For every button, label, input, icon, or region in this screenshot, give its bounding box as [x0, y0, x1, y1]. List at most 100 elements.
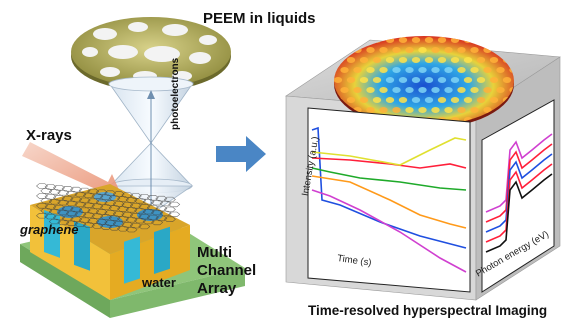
- map-dot: [418, 47, 427, 53]
- graphene-cell: [65, 191, 78, 197]
- spectrum-curve: [485, 143, 553, 223]
- map-dot: [372, 57, 382, 63]
- map-dot: [405, 47, 414, 53]
- graphene-cell: [48, 189, 61, 195]
- map-dot: [431, 47, 440, 53]
- map-dot: [483, 107, 492, 113]
- map-dot: [346, 97, 356, 103]
- map-dot: [476, 97, 486, 103]
- graphene-cell: [82, 212, 95, 218]
- map-dot: [457, 47, 466, 53]
- map-dot: [398, 97, 408, 103]
- map-dot: [463, 77, 473, 83]
- graphene-cell: [57, 209, 70, 216]
- graphene-cell: [65, 210, 78, 217]
- graphene-cell: [142, 199, 155, 205]
- map-dot: [457, 107, 466, 113]
- map-dot: [457, 87, 466, 93]
- graphene-cell: [91, 213, 104, 219]
- map-dot: [463, 37, 473, 43]
- map-dot: [411, 37, 421, 43]
- map-dot: [366, 67, 375, 73]
- map-dot: [385, 77, 395, 83]
- graphene-cell: [142, 218, 155, 225]
- map-dot: [372, 97, 382, 103]
- graphene-cell: [40, 208, 53, 214]
- graphene-cell: [159, 200, 172, 207]
- graphene-cell: [36, 213, 48, 219]
- graphene-cell: [108, 225, 121, 231]
- map-dot: [379, 67, 388, 73]
- kinetics-curve: [311, 189, 467, 273]
- map-dot: [424, 97, 434, 103]
- graphene-cell: [65, 220, 78, 226]
- graphene-cell: [74, 211, 87, 217]
- map-dot: [411, 77, 421, 83]
- map-dot: [437, 97, 447, 103]
- map-dot: [379, 107, 388, 113]
- map-dot: [489, 77, 499, 83]
- map-dot: [405, 87, 414, 93]
- graphene-cell: [91, 193, 104, 199]
- map-dot: [405, 107, 414, 113]
- map-dot: [496, 87, 505, 93]
- map-dot: [437, 37, 447, 43]
- kinetics-curve: [311, 126, 467, 249]
- map-dot: [483, 67, 492, 73]
- multi-channel-array-label: Multi Channel Array: [197, 244, 257, 297]
- map-dot: [334, 37, 343, 43]
- map-dot: [470, 47, 479, 53]
- map-dot: [411, 57, 421, 63]
- spectrum-curve: [485, 173, 553, 253]
- map-dot: [483, 47, 492, 53]
- map-dot: [450, 97, 460, 103]
- map-dot: [340, 47, 349, 53]
- graphene-cell: [48, 199, 61, 205]
- map-dot: [450, 37, 460, 43]
- graphene-cell: [125, 207, 138, 213]
- graphene-cell: [142, 209, 155, 215]
- spectrum-curve: [485, 153, 553, 233]
- arrow-right-icon: [216, 136, 266, 172]
- map-dot: [444, 107, 453, 113]
- map-dot: [359, 77, 369, 83]
- map-dot: [398, 77, 408, 83]
- graphene-cell: [125, 227, 138, 233]
- kinetics-panel: [307, 107, 471, 293]
- map-dot: [340, 67, 349, 73]
- graphene-cell: [125, 217, 138, 223]
- map-dot: [444, 67, 453, 73]
- kinetics-curve: [311, 137, 467, 166]
- spectrum-curve: [485, 133, 553, 213]
- graphene-cell: [91, 223, 104, 229]
- graphene-cell: [74, 191, 87, 198]
- graphene-cell: [163, 216, 176, 222]
- map-dot: [385, 57, 395, 63]
- graphene-cell: [100, 194, 112, 200]
- map-dot: [366, 107, 375, 113]
- map-dot: [463, 97, 473, 103]
- graphene-cell: [74, 201, 87, 208]
- map-dot: [418, 67, 427, 73]
- map-dot: [470, 87, 479, 93]
- map-dot: [502, 37, 512, 43]
- kinetics-curve: [311, 175, 467, 229]
- map-dot: [346, 57, 356, 63]
- graphene-cell: [57, 190, 70, 196]
- map-dot: [392, 107, 401, 113]
- map-dot: [431, 67, 440, 73]
- map-dot: [392, 47, 401, 53]
- map-dot: [424, 57, 434, 63]
- graphene-cell: [48, 218, 61, 225]
- graphene-cell: [159, 210, 172, 217]
- graphene-cell: [125, 197, 138, 203]
- map-dot: [346, 37, 356, 43]
- graphene-cell: [138, 223, 151, 230]
- map-dot: [398, 37, 408, 43]
- map-dot: [340, 87, 349, 93]
- graphene-cell: [40, 188, 53, 194]
- data-cube: [285, 36, 561, 301]
- graphene-cell: [151, 200, 164, 206]
- map-dot: [392, 67, 401, 73]
